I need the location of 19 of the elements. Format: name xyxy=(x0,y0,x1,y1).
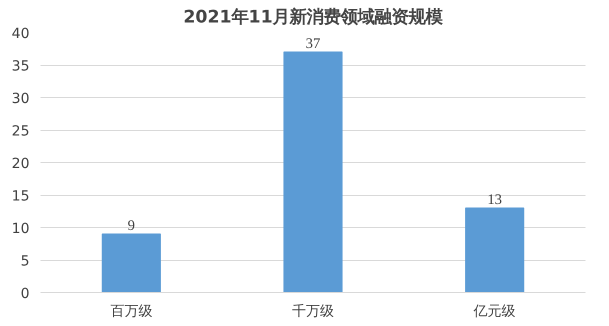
bar xyxy=(102,234,161,292)
y-tick-label: 0 xyxy=(20,286,30,302)
x-tick-label: 千万级 xyxy=(292,304,334,320)
bar xyxy=(465,208,524,292)
y-tick-label: 25 xyxy=(12,124,30,140)
chart-title: 2021年11月新消费领域融资规模 xyxy=(183,8,443,28)
y-tick-label: 30 xyxy=(12,91,30,107)
data-label: 9 xyxy=(128,218,135,234)
y-tick-label: 20 xyxy=(12,156,30,172)
y-tick-label: 15 xyxy=(12,188,30,204)
y-tick-label: 5 xyxy=(20,254,30,270)
data-label: 13 xyxy=(487,192,502,208)
data-label: 37 xyxy=(306,36,320,52)
x-tick-label: 百万级 xyxy=(110,304,152,320)
bar xyxy=(283,52,343,292)
y-tick-label: 40 xyxy=(12,26,30,42)
x-tick-label: 亿元级 xyxy=(472,304,516,320)
y-tick-label: 35 xyxy=(12,58,30,74)
y-tick-label: 10 xyxy=(12,221,30,237)
